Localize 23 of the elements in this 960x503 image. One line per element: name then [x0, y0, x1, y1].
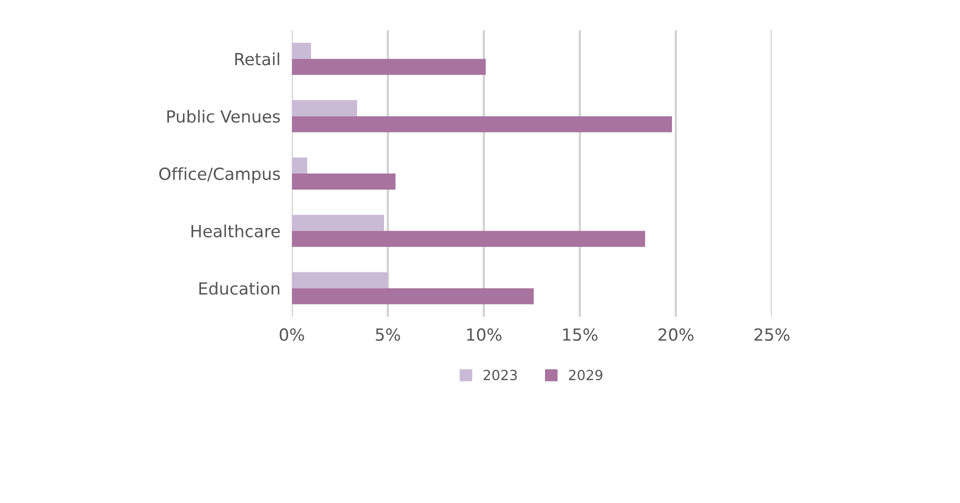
- bar: [292, 100, 358, 116]
- bar: [292, 174, 396, 190]
- y-tick-label: Education: [199, 282, 280, 295]
- x-tick-label: 0%: [280, 328, 304, 341]
- bar: [292, 157, 308, 174]
- y-tick-label: Office/Campus: [159, 167, 280, 184]
- bar: [292, 288, 534, 304]
- bar: [292, 214, 384, 231]
- bar: [292, 116, 672, 132]
- bar: [292, 230, 646, 247]
- legend-label: 2029: [568, 370, 602, 380]
- x-tick-label: 15%: [563, 328, 598, 341]
- y-tick-label: Retail: [235, 52, 280, 66]
- bar: [292, 42, 312, 59]
- bar: [292, 272, 388, 288]
- y-tick-label: Public Venues: [167, 110, 280, 123]
- x-tick-label: 25%: [754, 328, 790, 341]
- legend-label: 2023: [484, 370, 517, 380]
- x-tick-label: 10%: [467, 328, 502, 341]
- x-tick-label: 20%: [658, 328, 694, 341]
- y-tick-label: Healthcare: [192, 224, 280, 238]
- bar: [292, 58, 486, 75]
- x-tick-label: 5%: [376, 328, 400, 341]
